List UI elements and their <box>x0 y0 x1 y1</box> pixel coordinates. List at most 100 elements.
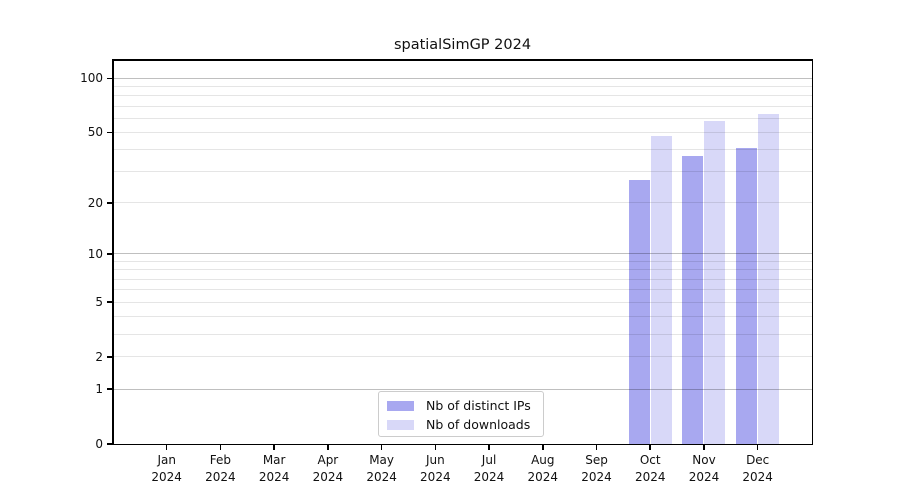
y-tick-label-100: 100 <box>80 71 103 86</box>
gridline-y-10-major <box>113 253 812 255</box>
gridline-y-2-minor <box>113 356 812 358</box>
spine-bottom <box>112 443 813 445</box>
gridline-y-8-minor <box>113 269 812 271</box>
x-tick-mark-sep <box>595 444 598 450</box>
bar-downloads-nov <box>704 120 726 444</box>
x-tick-label-nov: Nov 2024 <box>672 452 736 485</box>
x-tick-month: Apr <box>317 453 339 467</box>
x-tick-year: 2024 <box>527 469 559 484</box>
y-tick-label-50: 50 <box>87 125 103 140</box>
y-tick-mark-5 <box>107 301 112 303</box>
x-tick-mark-nov <box>703 444 705 450</box>
y-tick-label-0: 0 <box>95 437 103 451</box>
x-tick-label-may: May 2024 <box>350 452 414 485</box>
y-tick-label-20: 20 <box>87 195 103 210</box>
gridline-y-1-major <box>113 388 812 390</box>
legend: Nb of distinct IPs Nb of downloads <box>378 391 544 437</box>
gridline-y-9-minor <box>113 261 812 263</box>
x-tick-mark-mar <box>273 444 275 450</box>
spine-top <box>112 59 813 61</box>
x-tick-year: 2024 <box>688 469 720 484</box>
chart-title: spatialSimGP 2024 <box>393 37 532 53</box>
x-tick-year: 2024 <box>420 469 451 484</box>
x-tick-month: Nov <box>692 453 716 467</box>
x-tick-label-apr: Apr 2024 <box>296 452 360 485</box>
legend-item-distinct-ips: Nb of distinct IPs <box>387 397 535 415</box>
y-tick-label-1: 1 <box>95 382 103 397</box>
x-tick-month: Jun <box>425 453 445 467</box>
x-tick-mark-jul <box>488 444 490 450</box>
x-tick-year: 2024 <box>742 469 773 484</box>
x-tick-year: 2024 <box>258 469 290 484</box>
gridline-y-5-minor <box>113 301 812 303</box>
x-tick-mark-apr <box>327 444 329 450</box>
x-tick-year: 2024 <box>473 469 505 484</box>
x-tick-year: 2024 <box>312 469 344 484</box>
legend-swatch-downloads <box>387 420 414 430</box>
y-tick-label-5: 5 <box>95 295 103 310</box>
y-tick-mark-50 <box>107 131 112 134</box>
bar-downloads-oct <box>650 135 672 444</box>
x-tick-label-aug: Aug 2024 <box>511 452 575 485</box>
gridline-y-6-minor <box>113 289 812 291</box>
y-tick-mark-100 <box>107 77 112 80</box>
x-tick-month: Sep <box>585 453 608 467</box>
gridline-y-7-minor <box>113 278 812 280</box>
x-tick-month: Aug <box>531 453 555 467</box>
x-tick-label-jul: Jul 2024 <box>457 452 521 485</box>
gridline-y-80-minor <box>113 95 812 97</box>
gridline-y-30-minor <box>113 171 812 173</box>
x-tick-label-feb: Feb 2024 <box>188 452 252 485</box>
x-tick-year: 2024 <box>581 469 612 484</box>
x-tick-mark-oct <box>649 444 651 450</box>
x-tick-mark-aug <box>542 444 544 450</box>
x-tick-month: Feb <box>209 453 232 467</box>
x-tick-mark-dec <box>756 444 759 450</box>
gridline-y-4-minor <box>113 315 812 317</box>
gridline-y-100-major <box>113 77 812 79</box>
x-tick-year: 2024 <box>366 469 397 484</box>
y-tick-label-2: 2 <box>95 349 103 364</box>
x-tick-year: 2024 <box>634 469 666 484</box>
plot-area <box>113 60 812 444</box>
x-tick-month: Jan <box>157 453 176 467</box>
gridline-y-70-minor <box>113 105 812 107</box>
x-tick-mark-may <box>380 444 383 450</box>
x-tick-label-oct: Oct 2024 <box>618 452 682 485</box>
x-tick-label-dec: Dec 2024 <box>726 452 790 485</box>
x-tick-mark-jan <box>165 444 168 450</box>
y-tick-mark-10 <box>107 253 112 255</box>
y-tick-mark-2 <box>107 356 112 358</box>
x-tick-month: Mar <box>262 453 286 467</box>
gridline-y-40-minor <box>113 149 812 151</box>
legend-item-downloads: Nb of downloads <box>387 416 535 434</box>
x-tick-mark-feb <box>219 444 222 450</box>
y-tick-mark-0 <box>107 443 112 445</box>
gridline-y-20-minor <box>113 202 812 204</box>
x-tick-label-mar: Mar 2024 <box>242 452 306 485</box>
spine-right <box>811 59 813 445</box>
y-tick-label-10: 10 <box>87 246 103 261</box>
x-tick-label-jan: Jan 2024 <box>135 452 199 485</box>
gridline-y-60-minor <box>113 117 812 119</box>
x-tick-label-jun: Jun 2024 <box>403 452 467 485</box>
x-tick-month: May <box>369 453 394 467</box>
legend-swatch-distinct-ips <box>387 401 414 411</box>
x-tick-month: Dec <box>746 453 770 467</box>
y-tick-mark-1 <box>107 388 112 390</box>
x-tick-year: 2024 <box>205 469 236 484</box>
x-tick-mark-jun <box>434 444 437 450</box>
spine-left <box>112 59 114 445</box>
legend-label-distinct-ips: Nb of distinct IPs <box>426 398 531 413</box>
gridline-y-3-minor <box>113 333 812 335</box>
y-tick-mark-20 <box>107 202 112 204</box>
gridline-y-50-minor <box>113 131 812 133</box>
gridline-y-90-minor <box>113 86 812 88</box>
x-tick-month: Oct <box>639 453 661 467</box>
legend-label-downloads: Nb of downloads <box>426 417 531 432</box>
bar-distinct-ips-oct <box>628 179 650 444</box>
x-tick-label-sep: Sep 2024 <box>565 452 629 485</box>
bar-distinct-ips-dec <box>736 147 758 444</box>
x-tick-month: Jul <box>481 453 497 467</box>
